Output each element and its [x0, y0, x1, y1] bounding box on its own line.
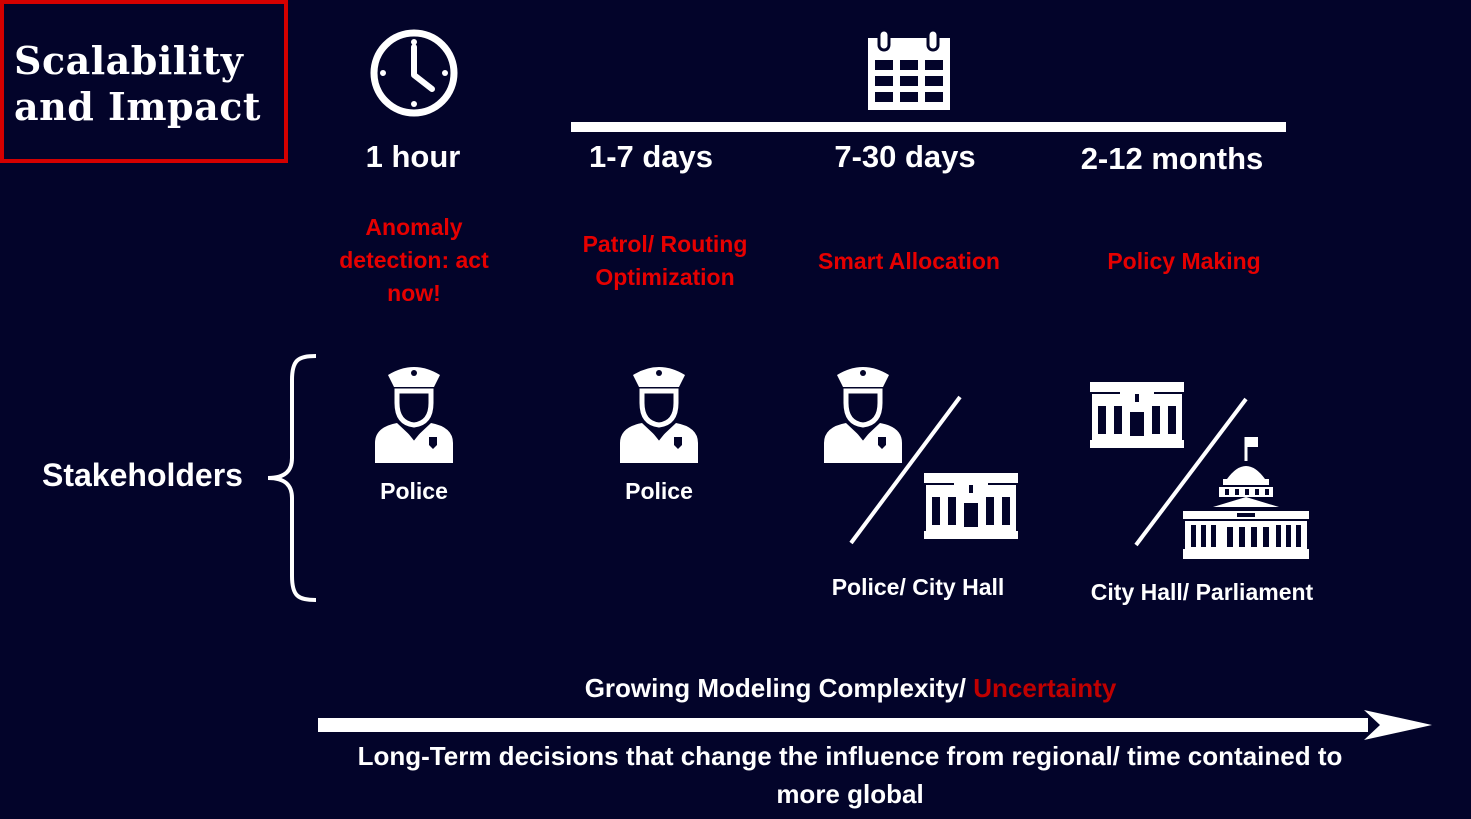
city-hall-icon [924, 473, 1018, 539]
stakeholders-label: Stakeholders [42, 457, 243, 493]
police-officer-icon [824, 367, 902, 463]
time-label-7-30-days: 7-30 days [834, 139, 976, 174]
stakeholder-city-hall-parliament: City Hall/ Parliament [1090, 579, 1314, 605]
police-officer-icon [375, 367, 453, 463]
calendar-icon [868, 28, 950, 110]
clock-icon [370, 29, 458, 117]
task-patrol-routing: Patrol/ Routing Optimization [582, 231, 748, 290]
parliament-icon [1183, 437, 1309, 559]
police-officer-icon [620, 367, 698, 463]
time-label-1-hour: 1 hour [365, 139, 461, 174]
separator-slash [1134, 397, 1248, 547]
separator-slash [849, 395, 962, 545]
stakeholder-police-city-hall: Police/ City Hall [831, 574, 1005, 600]
long-term-caption: Long-Term decisions that change the infl… [357, 741, 1343, 809]
complexity-caption: Growing Modeling Complexity/ Uncertainty [320, 673, 1381, 704]
slide-title: Scalability and Impact [14, 38, 261, 129]
timeline-bar [571, 122, 1286, 132]
time-label-2-12-months: 2-12 months [1080, 141, 1264, 176]
time-label-1-7-days: 1-7 days [588, 139, 714, 174]
task-smart-allocation: Smart Allocation [818, 248, 1000, 274]
title-box [0, 0, 288, 163]
stakeholder-police-1: Police [380, 478, 448, 504]
task-anomaly-detection: Anomaly detection: act now! [339, 214, 489, 306]
progress-arrow [318, 710, 1432, 740]
curly-brace [267, 354, 317, 602]
complexity-highlight: Uncertainty [973, 673, 1117, 703]
complexity-prefix: Growing Modeling Complexity/ [584, 673, 974, 703]
stakeholder-police-2: Police [625, 478, 693, 504]
task-policy-making: Policy Making [1107, 248, 1261, 274]
city-hall-icon [1090, 382, 1184, 448]
